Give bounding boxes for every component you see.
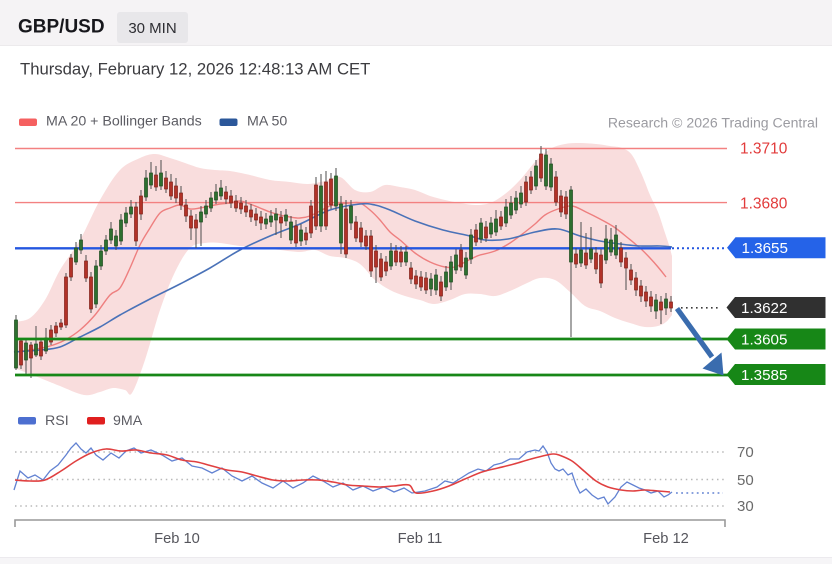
svg-text:70: 70 <box>737 444 754 461</box>
svg-text:GBP/USD: GBP/USD <box>18 17 105 38</box>
svg-text:Thursday, February 12, 2026 12: Thursday, February 12, 2026 12:48:13 AM … <box>20 60 370 79</box>
svg-text:1.3622: 1.3622 <box>741 300 787 317</box>
svg-text:50: 50 <box>737 472 754 489</box>
svg-text:9MA: 9MA <box>113 413 143 429</box>
svg-text:1.3655: 1.3655 <box>742 240 788 257</box>
svg-text:30: 30 <box>737 498 754 515</box>
svg-text:MA 20 + Bollinger Bands: MA 20 + Bollinger Bands <box>46 114 202 130</box>
svg-text:Feb 10: Feb 10 <box>154 531 200 547</box>
svg-text:1.3710: 1.3710 <box>740 141 788 158</box>
svg-text:Feb 11: Feb 11 <box>398 531 443 547</box>
svg-text:30 MIN: 30 MIN <box>128 20 176 37</box>
svg-text:1.3680: 1.3680 <box>740 195 788 212</box>
svg-text:RSI: RSI <box>45 413 69 429</box>
svg-text:MA 50: MA 50 <box>247 114 287 130</box>
svg-text:Research © 2026 Trading Centra: Research © 2026 Trading Central <box>608 115 818 131</box>
svg-text:1.3605: 1.3605 <box>741 331 787 348</box>
svg-text:Feb 12: Feb 12 <box>643 531 689 547</box>
svg-text:1.3585: 1.3585 <box>741 367 787 384</box>
